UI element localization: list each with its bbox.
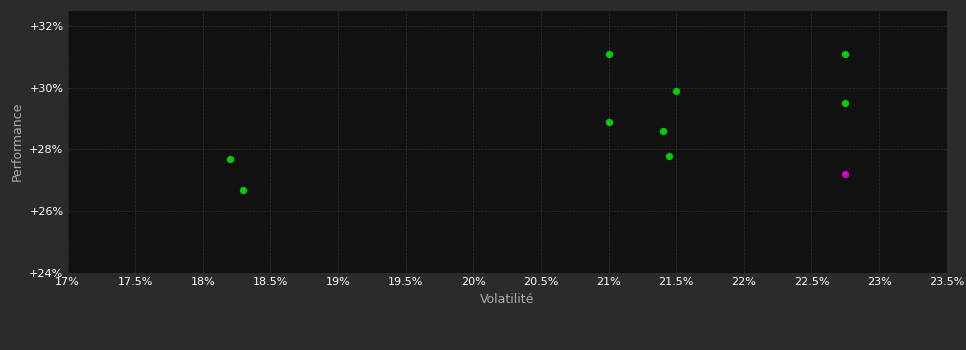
Point [601,51,616,57]
Point [236,187,251,192]
Point [601,119,616,125]
Point [222,156,238,162]
Point [838,172,853,177]
Point [655,128,670,134]
Y-axis label: Performance: Performance [11,102,23,181]
Point [838,100,853,106]
X-axis label: Volatilité: Volatilité [480,293,534,306]
Point [668,88,684,93]
Point [838,51,853,57]
Point [662,153,677,159]
